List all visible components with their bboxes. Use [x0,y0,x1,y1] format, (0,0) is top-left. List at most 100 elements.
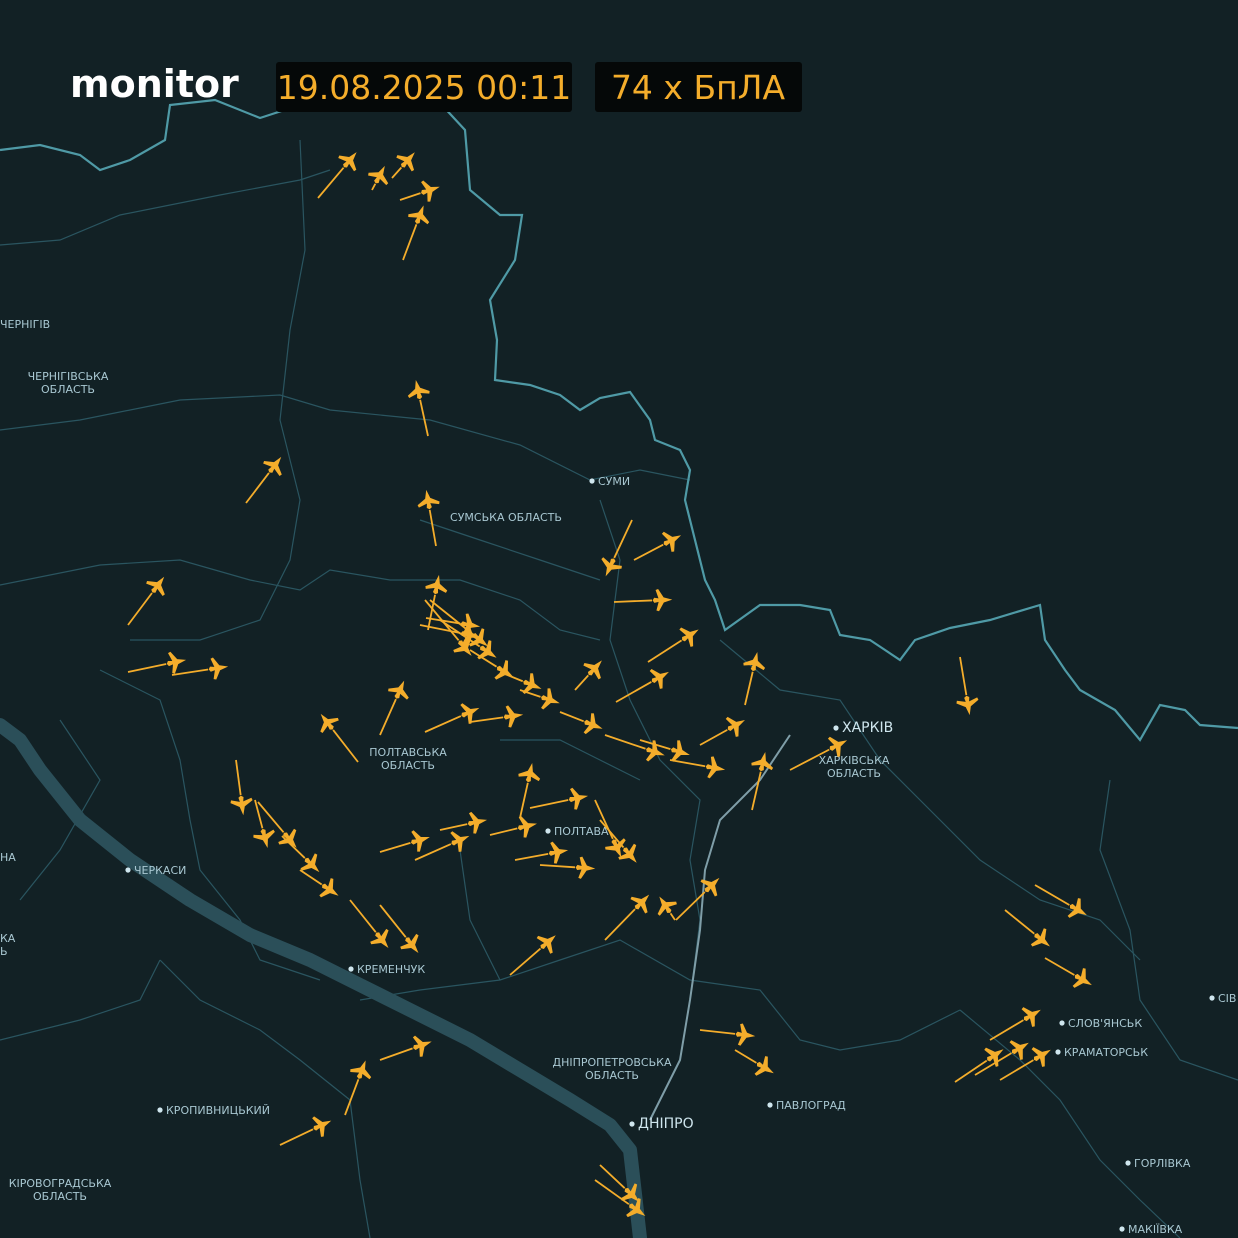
city-dot [629,1121,635,1127]
place-label: ОБЛАСТЬ [827,767,881,780]
drone-trail [559,711,585,723]
drone-trail [489,827,518,836]
river [0,718,647,1238]
drone-trail [574,674,589,691]
drone-trail [604,908,636,941]
place-label: ЧЕРНІГІВСЬКА [28,370,109,383]
place-label: ЧЕРНІГІВ [0,318,50,331]
drone-trail [639,739,671,750]
city-dot [545,828,551,834]
drone-trail [633,543,664,561]
drone-trail [425,617,461,625]
count: 74 х БпЛА [611,68,786,107]
drone-trail [317,167,345,199]
city-dot [1119,1226,1125,1232]
place-label: КРЕМЕНЧУК [357,963,425,976]
drone-trail [279,1128,314,1146]
drone-trail [402,224,418,261]
drone-trail [599,819,625,848]
timestamp: 19.08.2025 00:11 [277,68,572,107]
drone-trail [349,899,377,933]
drone-trail [974,1052,1012,1076]
drone-trail [469,716,504,723]
drone-trail [399,192,421,201]
drone-trail [599,1164,626,1189]
drone-trail [439,823,468,831]
place-label: СЛОВ'ЯНСЬК [1068,1017,1142,1030]
drone-trail [254,799,264,829]
drone-trail [675,891,706,921]
drone-trail [604,734,646,750]
drone-trail [615,681,652,703]
drone-trail [509,947,542,976]
drone-trail [379,842,411,853]
drone-trail [469,649,498,668]
timestamp-box [276,62,572,112]
place-label: ОБЛАСТЬ [33,1190,87,1203]
place-label: СУМИ [598,475,630,488]
drone-trail [379,1047,413,1061]
place-label: ДНІПРОПЕТРОВСЬКА [552,1056,671,1069]
drone-trail [699,1029,736,1035]
drone-trail [391,166,403,179]
place-label: МАКІЇВКА [1128,1223,1183,1236]
place-label: СІВ [1218,992,1236,1005]
city-dot [125,867,131,873]
place-label: КРОПИВНИЦЬКИЙ [166,1104,270,1117]
drone-trail [424,715,462,733]
place-label: ПАВЛОГРАД [776,1099,846,1112]
drone-trail [419,399,429,437]
city-dot [157,1107,163,1113]
place-label: ГОРЛІВКА [1134,1157,1191,1170]
drone-trail [235,759,242,796]
drone-trail [499,671,524,683]
place-label: ХАРКІВ [842,720,893,736]
place-label: ПОЛТАВА [554,825,609,838]
place-label: Ь [0,945,8,958]
drone-trail [519,689,541,698]
drone-trail [379,698,397,736]
drone-trail [257,801,285,833]
railway [649,734,791,1121]
drone-trail [669,759,706,768]
city-dot [1125,1160,1131,1166]
place-label: ЧЕРКАСИ [134,864,186,877]
city-dot [833,725,839,731]
drone-trail [379,904,407,938]
drone-trail [1004,909,1035,935]
drone-trail [734,1049,757,1064]
drone-trail [529,799,569,809]
place-label: ДНІПРО [638,1116,694,1132]
drone-trail [519,782,529,819]
place-label: ХАРКІВСЬКА [819,754,890,767]
drone-trail [514,852,549,861]
place-label: КІРОВОГРАДСЬКА [9,1177,112,1190]
drones [127,144,1098,1226]
city-dot [1059,1020,1065,1026]
drone-trail [419,624,461,634]
drone-trail [429,599,473,635]
drone-trail [789,748,830,771]
drone-trail [299,869,323,886]
drone-trail [744,671,754,706]
drone-trail [647,639,683,663]
drone-trail [954,1059,988,1083]
drone-trail [1034,884,1070,906]
drone-trail [371,183,377,191]
place-label: ОБЛАСТЬ [585,1069,639,1082]
drone-trail [539,864,576,869]
place-label: КРАМАТОРСЬК [1064,1046,1148,1059]
drone-trail [281,835,306,859]
drone-trail [428,509,437,547]
city-dot [767,1102,773,1108]
place-label: ОБЛАСТЬ [381,759,435,772]
drone-trail [245,472,270,504]
drone-trail [959,656,968,696]
drone-trail [414,843,452,861]
drone-trail [751,771,762,811]
drone-trail [427,594,436,631]
